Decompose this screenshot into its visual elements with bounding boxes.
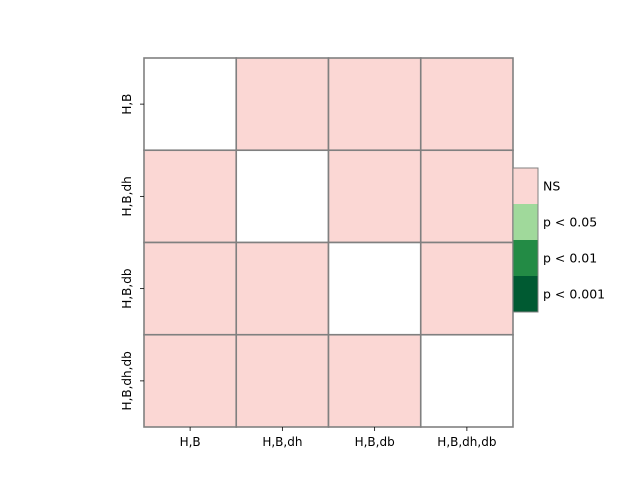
y-tick-label: H,B,db (120, 269, 134, 309)
heatmap-cell-r2-c0 (143, 241, 238, 336)
legend-swatch (513, 276, 538, 312)
heatmap-cell-r3-c3 (419, 333, 514, 428)
heatmap-cell-r3-c1 (235, 333, 330, 428)
heatmap-cell-r3-c2 (327, 333, 422, 428)
heatmap-cell-r0-c2 (327, 57, 422, 152)
heatmap-cell-r0-c3 (419, 57, 514, 152)
heatmap-cell-r3-c0 (143, 333, 238, 428)
x-tick-label: H,B,db (355, 435, 395, 449)
y-axis-ticks: H,B H,B,dh H,B,db H,B,dh,db (120, 94, 144, 410)
y-tick-label: H,B (120, 94, 134, 115)
legend-border (512, 167, 539, 313)
heatmap-cell-r1-c2 (327, 149, 422, 244)
y-tick-label: H,B,dh (120, 176, 134, 216)
legend-label: p < 0.01 (543, 251, 597, 266)
heatmap-cell-r2-c2 (327, 241, 422, 336)
legend-label: p < 0.001 (543, 287, 605, 302)
heatmap-cell-r1-c0 (143, 149, 238, 244)
heatmap-cell-r0-c0 (143, 57, 238, 152)
legend-swatch (513, 168, 538, 204)
heatmap-cell-r2-c3 (419, 241, 514, 336)
heatmap-cell-r0-c1 (235, 57, 330, 152)
legend-swatch (513, 240, 538, 276)
heatmap-cell-r1-c1 (235, 149, 330, 244)
legend-swatch (513, 204, 538, 240)
legend-label: NS (543, 179, 560, 194)
heatmap-cell-r2-c1 (235, 241, 330, 336)
heatmap-cells (143, 57, 514, 428)
x-axis-ticks: H,B H,B,dh H,B,db H,B,dh,db (180, 427, 496, 449)
legend: NS p < 0.05 p < 0.01 p < 0.001 (512, 167, 605, 313)
heatmap-cell-r1-c3 (419, 149, 514, 244)
x-tick-label: H,B,dh,db (437, 435, 496, 449)
legend-label: p < 0.05 (543, 215, 597, 230)
y-tick-label: H,B,dh,db (120, 351, 134, 410)
x-tick-label: H,B (180, 435, 201, 449)
x-tick-label: H,B,dh (262, 435, 302, 449)
